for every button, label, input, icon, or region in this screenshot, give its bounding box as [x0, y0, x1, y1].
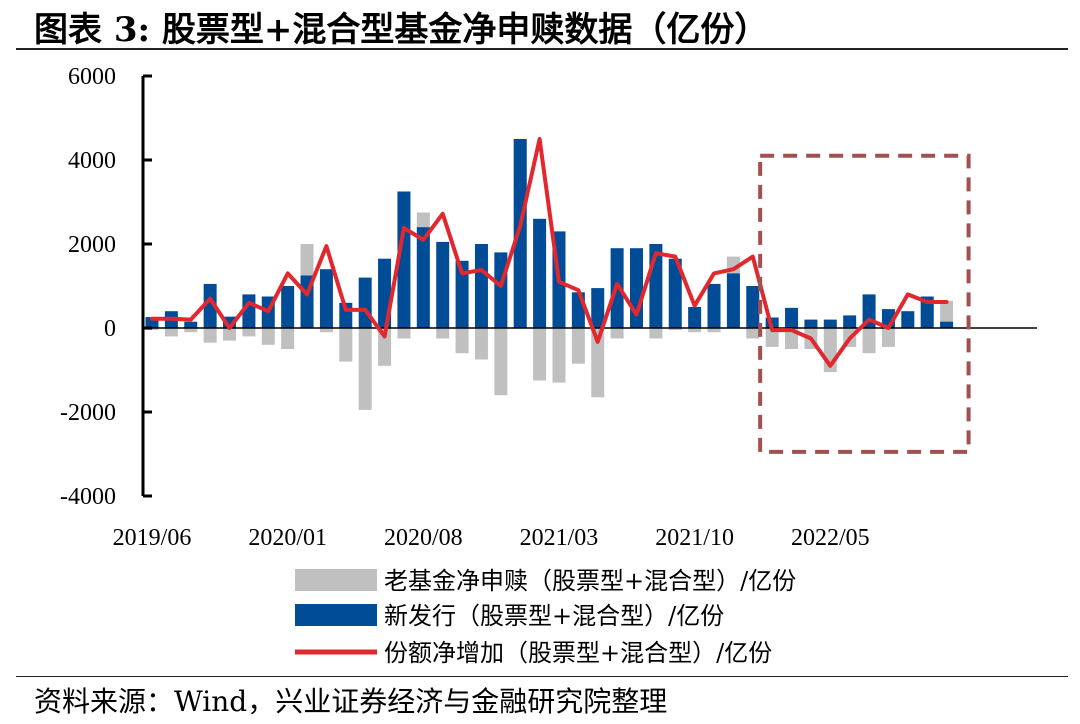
- new-issue-bar-41: [940, 321, 954, 328]
- old-fund-bar-10: [339, 328, 353, 362]
- legend-label-2: 份额净增加（股票型+混合型）/亿份: [384, 639, 772, 667]
- new-issue-bar-4: [223, 316, 237, 328]
- y-tick-label-1: 4000: [68, 148, 116, 174]
- old-fund-bar-17: [474, 328, 488, 360]
- old-fund-bar-29: [707, 328, 721, 333]
- new-issue-bar-15: [436, 241, 450, 328]
- new-issue-bar-11: [358, 277, 372, 328]
- x-tick-label-5: 2022/05: [791, 525, 870, 551]
- chart: 6000 4000 2000 0 -2000 -4000 2019/06 2020/01 202…: [60, 64, 1037, 667]
- chart-title: 图表 3: 股票型+混合型基金净申赎数据（亿份）: [34, 10, 769, 50]
- new-issue-bar-13: [397, 191, 411, 328]
- old-fund-bar-26: [649, 328, 663, 339]
- title-rule: [16, 48, 1068, 50]
- old-fund-bar-23: [591, 328, 605, 398]
- old-fund-bar-20: [533, 328, 547, 381]
- new-issue-bar-35: [823, 319, 837, 328]
- legend-swatch-0: [295, 569, 377, 591]
- old-fund-bar-15: [436, 328, 450, 339]
- old-fund-bar-5: [242, 328, 256, 337]
- y-tick-label-0: 6000: [68, 64, 116, 90]
- y-tick-label-3: 0: [104, 316, 116, 342]
- new-issue-bar-19: [513, 139, 527, 328]
- old-fund-bar-22: [571, 328, 585, 364]
- net-increase-line: [150, 137, 949, 368]
- old-fund-bar-41: [940, 300, 954, 328]
- new-issue-bar-27: [668, 258, 682, 328]
- source-rule: [16, 676, 1068, 677]
- old-fund-bar-3: [203, 328, 217, 343]
- new-issue-bar-20: [533, 218, 547, 328]
- new-issue-bar-14: [416, 227, 430, 328]
- y-tick-label-2: 2000: [68, 232, 116, 258]
- source-note: 资料来源：Wind，兴业证券经济与金融研究院整理: [34, 685, 668, 718]
- new-issue-bars: [145, 139, 954, 328]
- old-fund-bar-28: [688, 328, 702, 333]
- new-issue-bar-2: [184, 321, 198, 328]
- old-fund-bar-21: [552, 328, 566, 383]
- old-fund-bar-2: [184, 328, 198, 333]
- old-fund-bar-18: [494, 328, 508, 396]
- old-fund-bar-6: [261, 328, 275, 345]
- new-issue-bar-33: [785, 307, 799, 328]
- x-tick-label-3: 2021/03: [520, 525, 599, 551]
- y-tick-label-5: -4000: [60, 484, 116, 510]
- x-tick-label-2: 2020/08: [384, 525, 463, 551]
- new-issue-bar-17: [474, 244, 488, 328]
- old-fund-bar-27: [668, 328, 682, 331]
- legend: 老基金净申赎（股票型+混合型）/亿份新发行（股票型+混合型）/亿份份额净增加（股…: [295, 567, 796, 667]
- new-issue-bar-23: [591, 288, 605, 328]
- old-fund-bar-32: [765, 328, 779, 347]
- new-issue-bar-36: [843, 315, 857, 328]
- new-issue-bar-7: [281, 286, 295, 328]
- old-fund-bars: [145, 139, 954, 410]
- new-issue-bar-31: [746, 286, 760, 328]
- old-fund-bar-31: [746, 328, 760, 339]
- new-issue-bar-16: [455, 260, 469, 328]
- old-fund-bar-12: [378, 328, 392, 366]
- old-fund-bar-38: [881, 328, 895, 347]
- new-issue-bar-34: [804, 319, 818, 328]
- old-fund-bar-1: [164, 328, 178, 337]
- highlight-box-group: [758, 153, 971, 454]
- new-issue-bar-40: [920, 296, 934, 328]
- old-fund-bar-37: [862, 328, 876, 354]
- new-issue-bar-30: [726, 273, 740, 328]
- old-fund-bar-4: [223, 328, 237, 341]
- axes: 6000 4000 2000 0 -2000 -4000 2019/06 2020/01 202…: [60, 64, 870, 551]
- old-fund-bar-11: [358, 328, 372, 410]
- old-fund-bar-24: [610, 328, 624, 339]
- net-increase-line-group: [150, 137, 949, 368]
- y-tick-label-4: -2000: [60, 400, 116, 426]
- x-tick-label-1: 2020/01: [248, 525, 327, 551]
- legend-label-1: 新发行（股票型+混合型）/亿份: [384, 602, 724, 630]
- new-issue-bar-3: [203, 283, 217, 328]
- new-issue-bar-0: [145, 317, 159, 328]
- new-issue-bar-29: [707, 283, 721, 328]
- old-fund-bar-7: [281, 328, 295, 349]
- highlight-box: [758, 153, 971, 454]
- old-fund-bar-13: [397, 328, 411, 339]
- new-issue-bar-39: [901, 311, 915, 328]
- legend-label-0: 老基金净申赎（股票型+混合型）/亿份: [384, 567, 796, 595]
- x-tick-label-0: 2019/06: [113, 525, 192, 551]
- legend-swatch-1: [295, 604, 377, 626]
- old-fund-bar-9: [319, 328, 333, 333]
- x-tick-label-4: 2021/10: [655, 525, 734, 551]
- new-issue-bar-28: [688, 307, 702, 328]
- new-issue-bar-18: [494, 252, 508, 328]
- old-fund-bar-16: [455, 328, 469, 354]
- new-issue-bar-9: [319, 269, 333, 328]
